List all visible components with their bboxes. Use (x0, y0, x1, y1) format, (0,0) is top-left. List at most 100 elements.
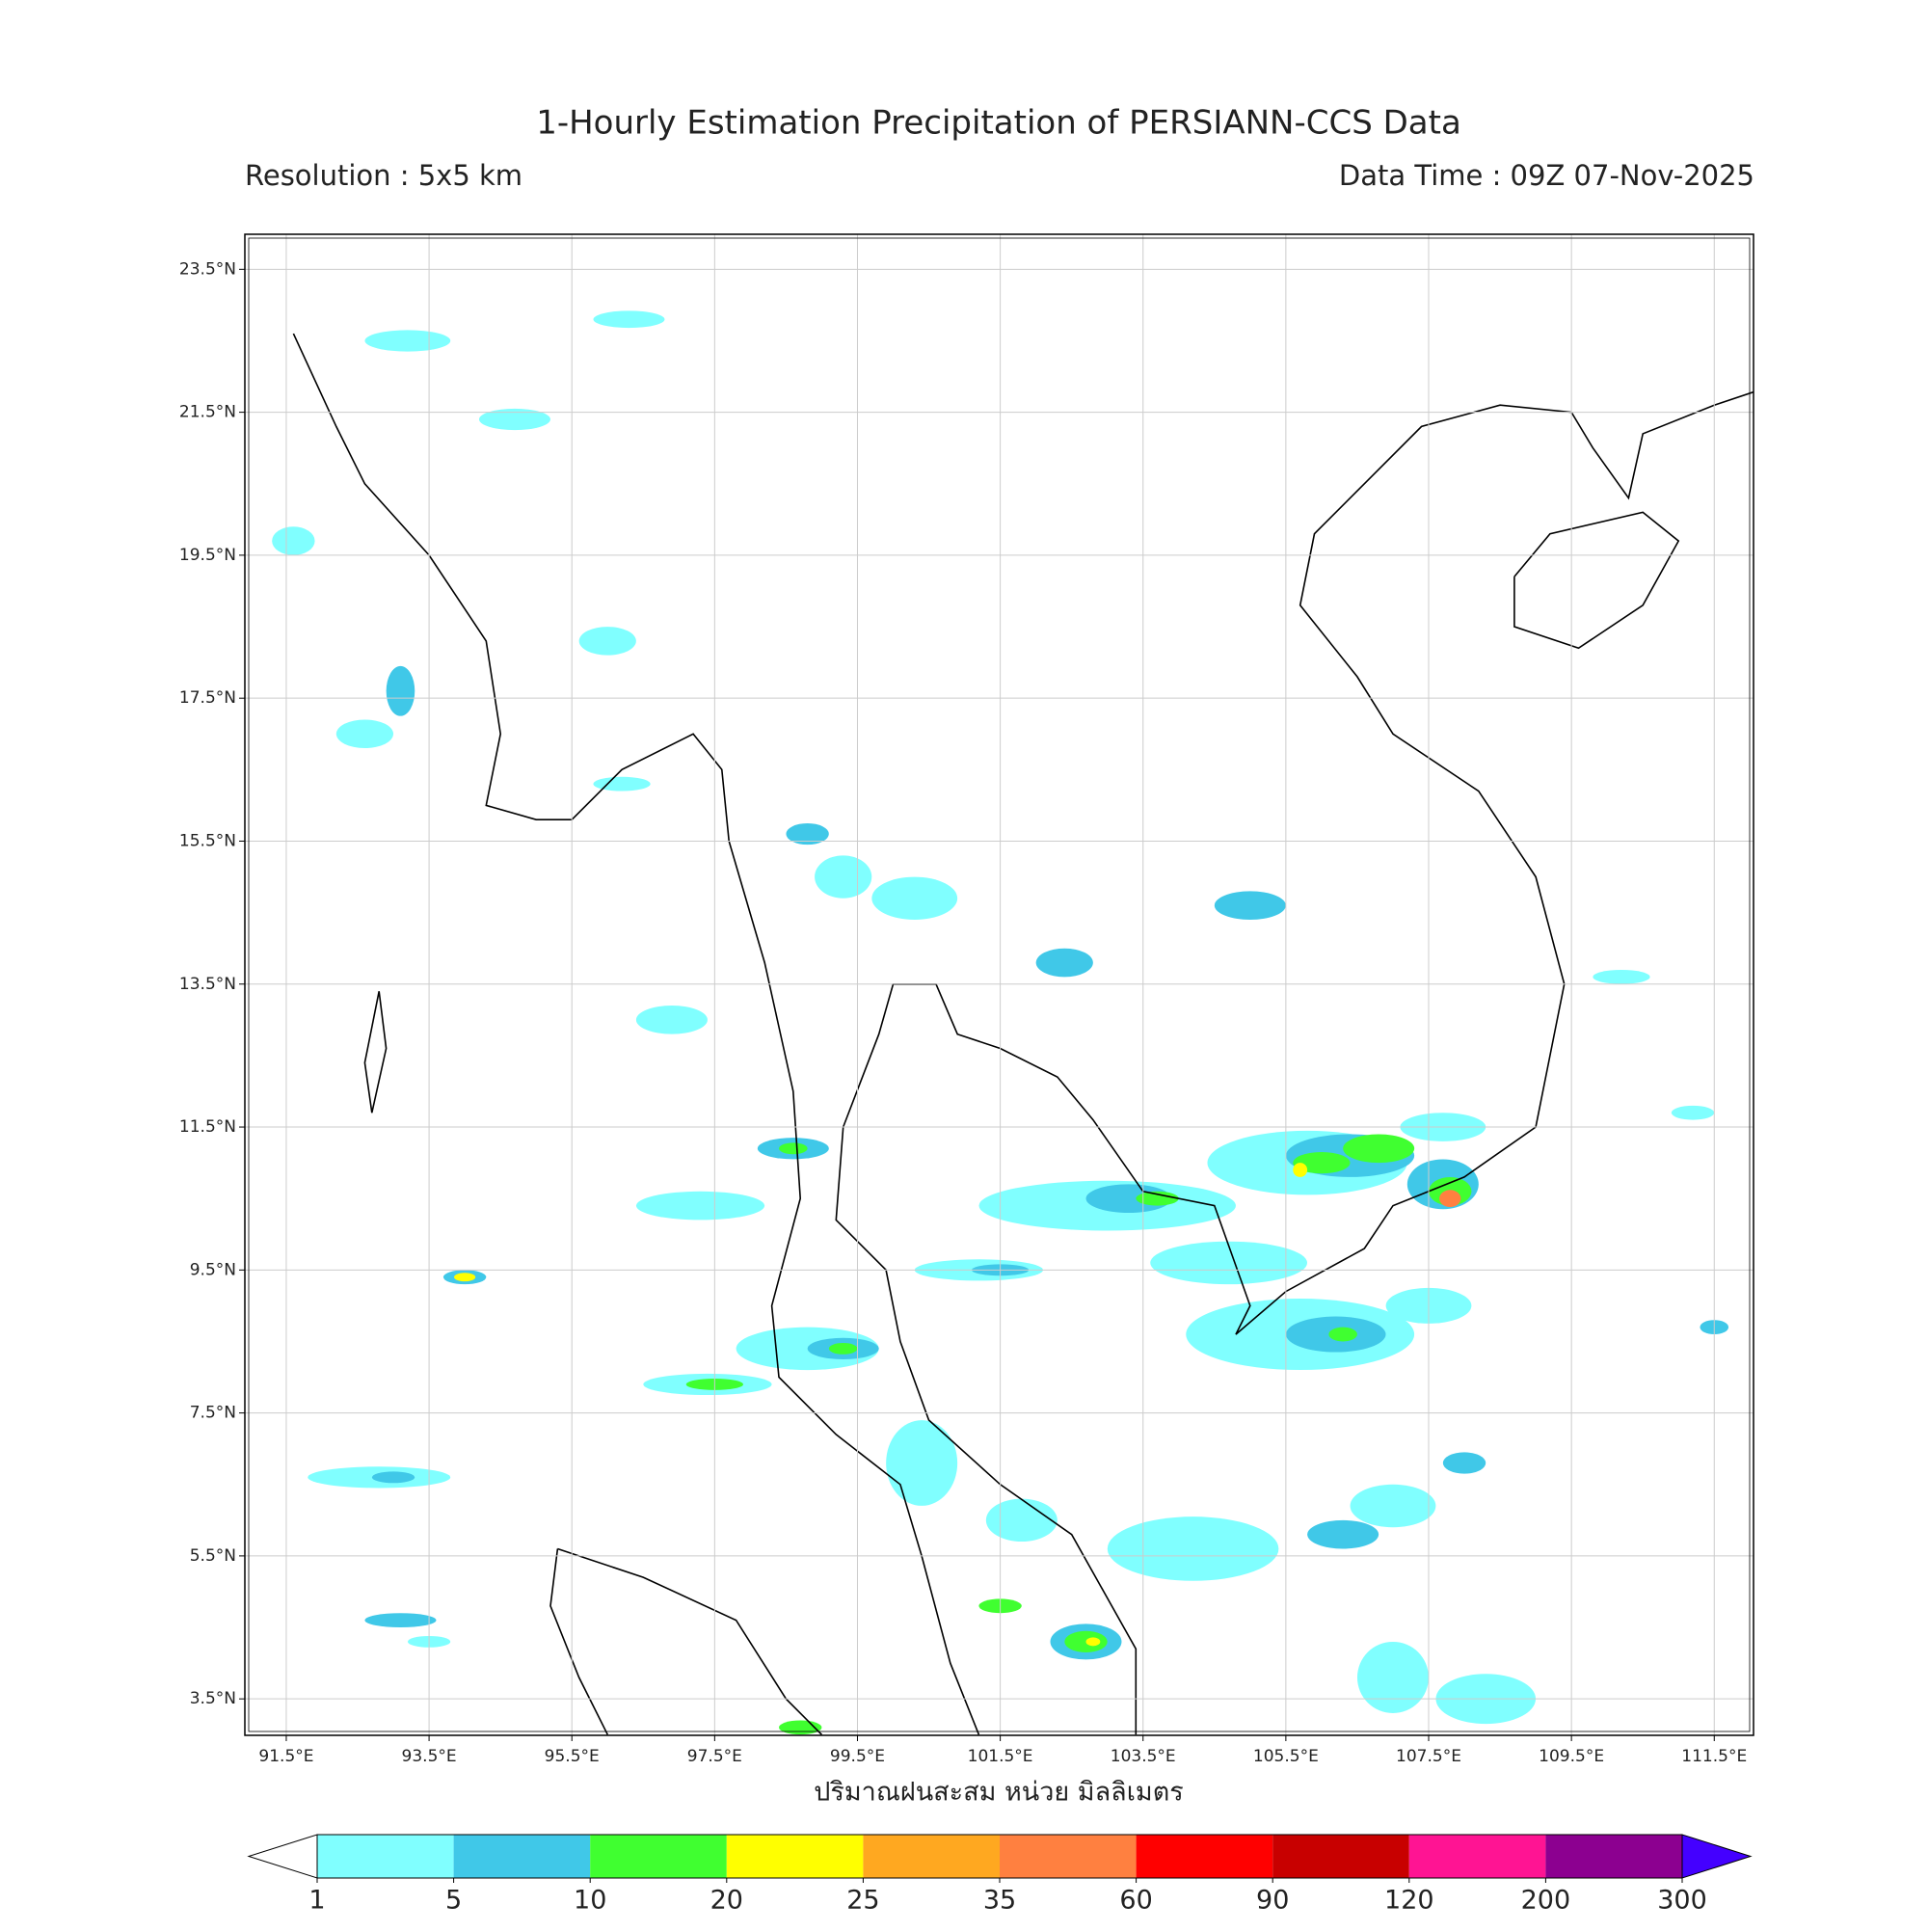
x-tick-label: 101.5°E (968, 1747, 1033, 1766)
rain-area (1107, 1516, 1279, 1581)
rain-area (1085, 1637, 1101, 1647)
rain-area (364, 330, 451, 352)
y-tick-label: 11.5°N (179, 1117, 236, 1137)
colorbar-label: 10 (574, 1886, 606, 1916)
rain-area (1593, 969, 1650, 984)
rain-area (635, 1006, 708, 1034)
rain-area (1343, 1134, 1415, 1164)
x-axis-label: ปริมาณฝนสะสม หน่วย มิลลิเมตร (814, 1778, 1184, 1808)
rain-area (985, 1498, 1058, 1543)
colorbar-segment (863, 1835, 1000, 1878)
rain-area (1293, 1152, 1351, 1174)
x-tick-label: 95.5°E (545, 1747, 600, 1766)
rain-area (1085, 1184, 1172, 1213)
colorbar-label: 25 (846, 1886, 879, 1916)
rain-area (1442, 1452, 1486, 1474)
coastline (1513, 511, 1680, 650)
colorbar-segment (317, 1835, 454, 1878)
x-tick-label: 97.5°E (687, 1747, 742, 1766)
colorbar-under (247, 1834, 318, 1879)
coastline (363, 991, 388, 1114)
plot-frame (244, 233, 1754, 1736)
rain-area (635, 1191, 765, 1221)
x-tick-label: 107.5°E (1396, 1747, 1461, 1766)
rain-area (593, 776, 651, 792)
x-tick-label: 91.5°E (258, 1747, 313, 1766)
rain-area (871, 876, 958, 920)
rain-area (454, 1273, 476, 1282)
colorbar-segment (1000, 1835, 1137, 1878)
rain-area (1307, 1519, 1379, 1549)
rain-area (478, 408, 550, 431)
colorbar-label: 120 (1384, 1886, 1434, 1916)
colorbar-segment (1272, 1835, 1409, 1878)
y-tick-label: 23.5°N (179, 259, 236, 279)
rain-area (272, 526, 315, 555)
y-tick-label: 3.5°N (190, 1689, 236, 1708)
colorbar-segment (590, 1835, 727, 1878)
plot-frame-inner (248, 237, 1751, 1732)
rain-area (1356, 1641, 1429, 1713)
rain-area (1671, 1105, 1715, 1120)
coastline (549, 1548, 609, 1735)
y-tick-label: 21.5°N (179, 403, 236, 422)
rain-area (1035, 948, 1093, 978)
y-tick-label: 5.5°N (190, 1546, 236, 1566)
rain-area (335, 719, 394, 749)
y-tick-label: 15.5°N (179, 831, 236, 850)
colorbar-over (1681, 1834, 1753, 1879)
colorbar-segment (1408, 1835, 1546, 1878)
rain-area (578, 627, 636, 656)
coastline (835, 390, 1754, 1735)
x-tick-label: 99.5°E (830, 1747, 885, 1766)
rain-area (1214, 891, 1286, 921)
colorbar-segment (453, 1835, 591, 1878)
y-tick-label: 9.5°N (190, 1260, 236, 1279)
data-time: Data Time : 09Z 07-Nov-2025 (1339, 159, 1754, 192)
resolution: Resolution : 5x5 km (245, 159, 522, 192)
colorbar-label: 5 (445, 1886, 462, 1916)
x-tick-label: 109.5°E (1539, 1747, 1604, 1766)
rain-area (1328, 1327, 1357, 1342)
rain-area (736, 1327, 879, 1371)
rain-area (1150, 1241, 1308, 1285)
x-tick-label: 103.5°E (1111, 1747, 1176, 1766)
rain-area (1350, 1484, 1436, 1528)
x-tick-label: 93.5°E (402, 1747, 457, 1766)
colorbar-segment (1545, 1835, 1682, 1878)
colorbar-label: 20 (710, 1886, 743, 1916)
coastline (292, 333, 980, 1735)
rain-area (886, 1420, 958, 1506)
rain-area (371, 1471, 415, 1484)
x-tick-label: 111.5°E (1681, 1747, 1747, 1766)
y-tick-label: 17.5°N (179, 688, 236, 708)
map-area (272, 310, 1754, 1735)
rain-area (1439, 1190, 1461, 1208)
colorbar-label: 200 (1521, 1886, 1571, 1916)
colorbar-label: 300 (1657, 1886, 1707, 1916)
x-tick-label: 105.5°E (1253, 1747, 1319, 1766)
rain-area (1136, 1191, 1179, 1206)
rain-area (386, 665, 415, 716)
rain-area (828, 1342, 858, 1355)
colorbar-segment (726, 1835, 864, 1878)
rain-area (1293, 1163, 1308, 1177)
rain-area (815, 855, 872, 899)
rain-area (364, 1613, 437, 1628)
y-tick-label: 13.5°N (179, 975, 236, 994)
colorbar-label: 60 (1119, 1886, 1152, 1916)
colorbar-label: 35 (983, 1886, 1016, 1916)
title: 1-Hourly Estimation Precipitation of PER… (536, 104, 1461, 143)
colorbar-label: 1 (308, 1886, 325, 1916)
rain-area (1064, 1630, 1108, 1652)
rain-area (779, 1142, 808, 1155)
coastline (557, 1547, 822, 1735)
colorbar-label: 90 (1256, 1886, 1289, 1916)
rain-area (786, 822, 829, 845)
rain-area (593, 310, 665, 329)
y-tick-label: 7.5°N (190, 1404, 236, 1423)
colorbar-segment (1136, 1835, 1273, 1878)
y-tick-label: 19.5°N (179, 546, 236, 565)
